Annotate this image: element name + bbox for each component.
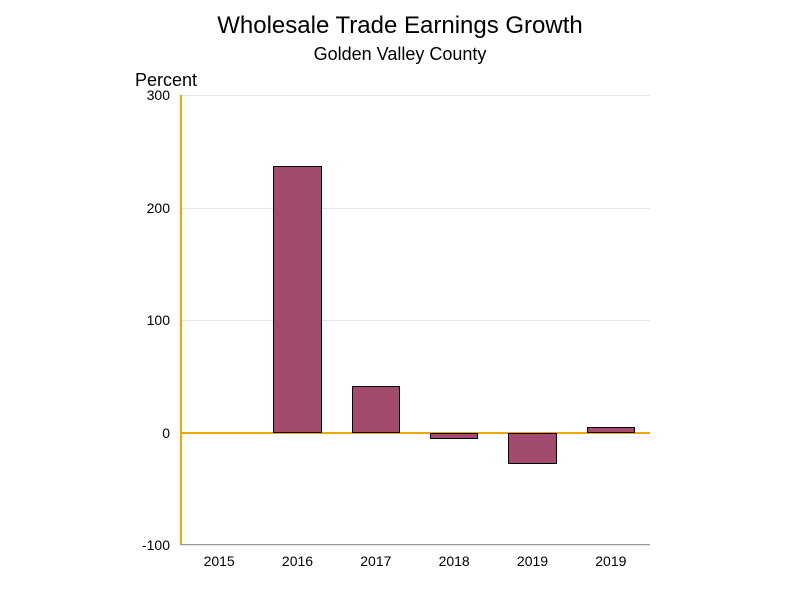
y-axis-line [180, 95, 182, 545]
xtick-label: 2016 [282, 553, 313, 569]
bar [508, 433, 557, 465]
gridline [180, 320, 650, 321]
ytick-label: 300 [130, 87, 170, 103]
x-axis-line [180, 544, 650, 545]
bar [352, 386, 401, 432]
chart-container: Wholesale Trade Earnings Growth Golden V… [0, 0, 800, 600]
ytick-label: 0 [130, 425, 170, 441]
xtick-label: 2019 [595, 553, 626, 569]
gridline [180, 545, 650, 546]
xtick-label: 2018 [439, 553, 470, 569]
bar [430, 433, 479, 440]
xtick-label: 2019 [517, 553, 548, 569]
xtick-label: 2015 [204, 553, 235, 569]
chart-title: Wholesale Trade Earnings Growth [0, 12, 800, 40]
gridline [180, 95, 650, 96]
xtick-label: 2017 [360, 553, 391, 569]
plot-area [180, 95, 650, 545]
chart-subtitle: Golden Valley County [0, 44, 800, 65]
gridline [180, 208, 650, 209]
ytick-label: -100 [130, 537, 170, 553]
bar [587, 427, 636, 433]
zero-line [180, 432, 650, 434]
ytick-label: 100 [130, 312, 170, 328]
ytick-label: 200 [130, 200, 170, 216]
bar [273, 166, 322, 433]
